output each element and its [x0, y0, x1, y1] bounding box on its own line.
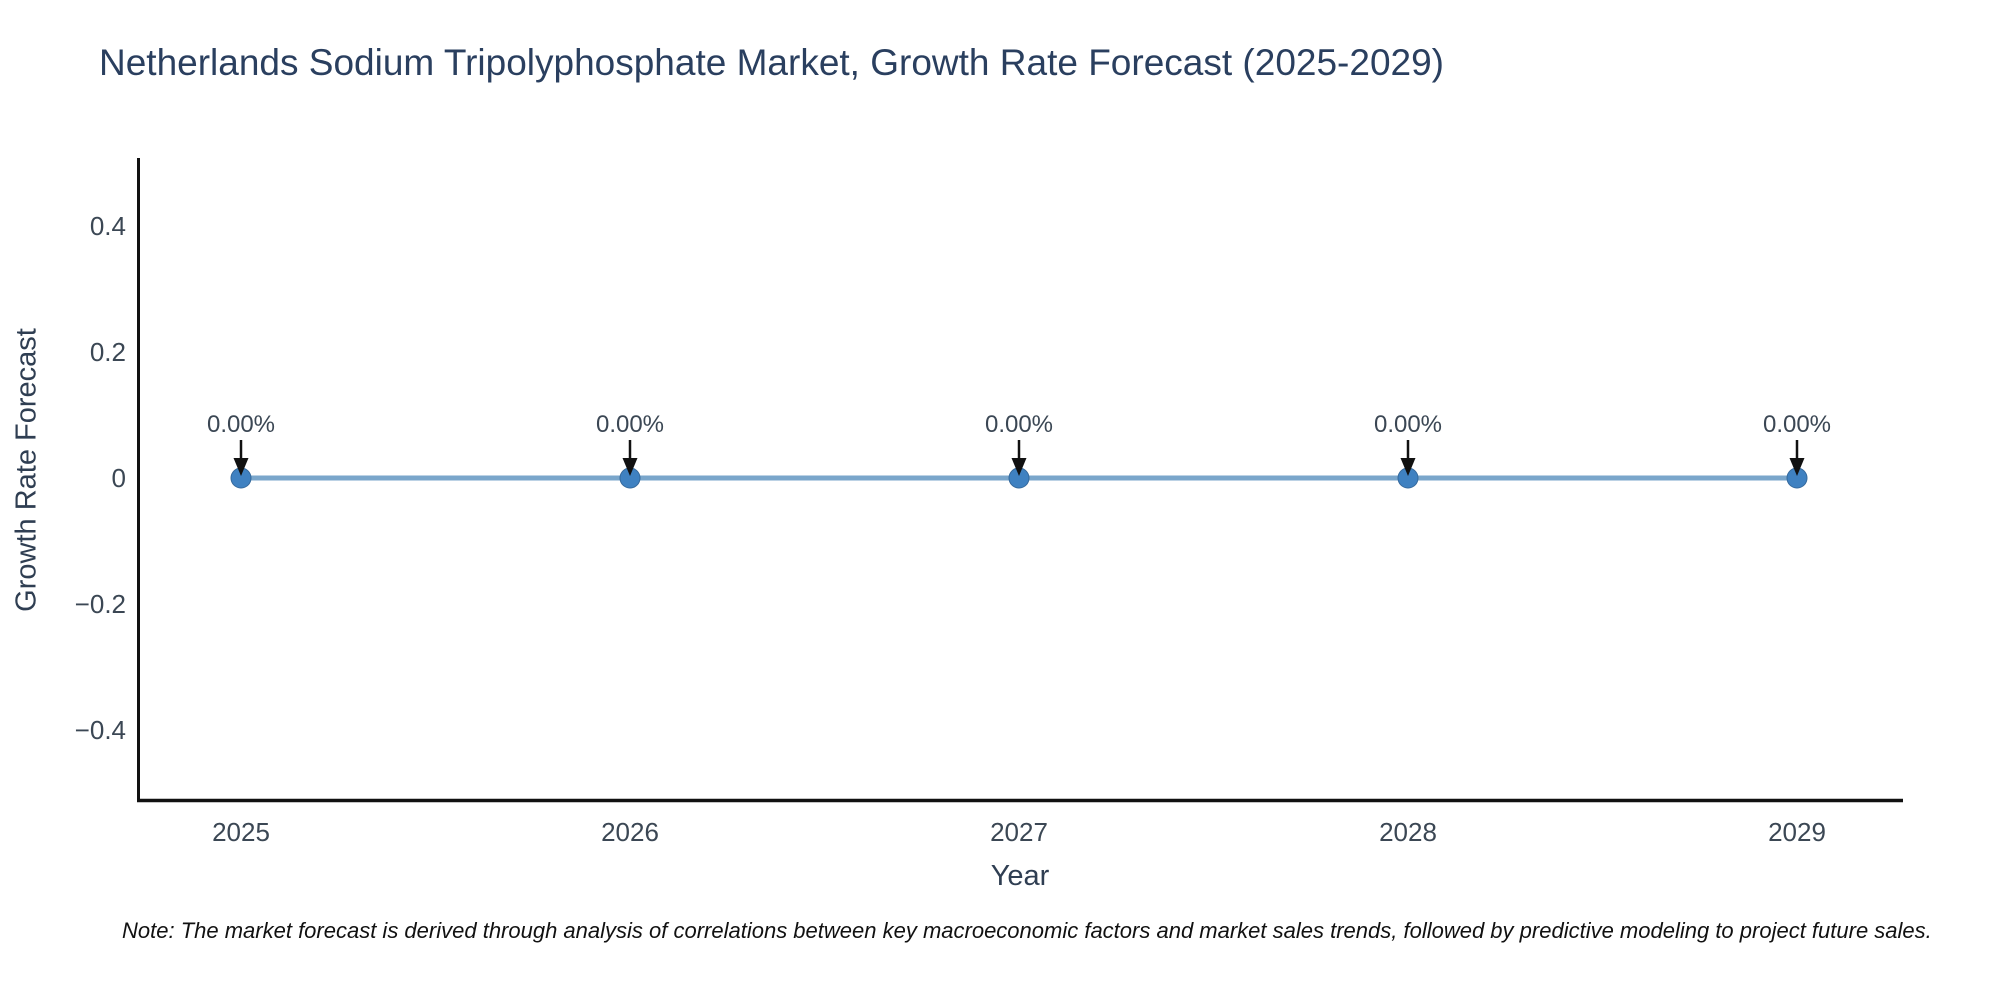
annotation-label: 0.00%: [596, 411, 664, 438]
x-axis-title: Year: [990, 860, 1050, 892]
annotation-arrowhead-icon: [233, 458, 249, 476]
y-tick-label: 0: [112, 463, 126, 493]
x-tick-label: 2026: [601, 817, 659, 847]
annotation-label: 0.00%: [985, 411, 1053, 438]
chart-title: Netherlands Sodium Tripolyphosphate Mark…: [99, 42, 1445, 83]
y-tick-label: −0.4: [75, 715, 126, 745]
x-tick-label: 2025: [212, 817, 270, 847]
x-tick-label: 2028: [1379, 817, 1437, 847]
annotation-arrowhead-icon: [1011, 458, 1027, 476]
annotation-label: 0.00%: [207, 411, 275, 438]
y-tick-label: 0.4: [90, 211, 126, 241]
x-tick-label: 2029: [1768, 817, 1826, 847]
x-tick-label: 2027: [990, 817, 1048, 847]
annotation-arrowhead-icon: [1789, 458, 1805, 476]
annotation-label: 0.00%: [1763, 411, 1831, 438]
annotation-arrowhead-icon: [622, 458, 638, 476]
annotation-label: 0.00%: [1374, 411, 1442, 438]
footnote-text: Note: The market forecast is derived thr…: [122, 918, 1932, 943]
y-tick-label: 0.2: [90, 337, 126, 367]
annotation-arrowhead-icon: [1400, 458, 1416, 476]
y-tick-label: −0.2: [75, 589, 126, 619]
